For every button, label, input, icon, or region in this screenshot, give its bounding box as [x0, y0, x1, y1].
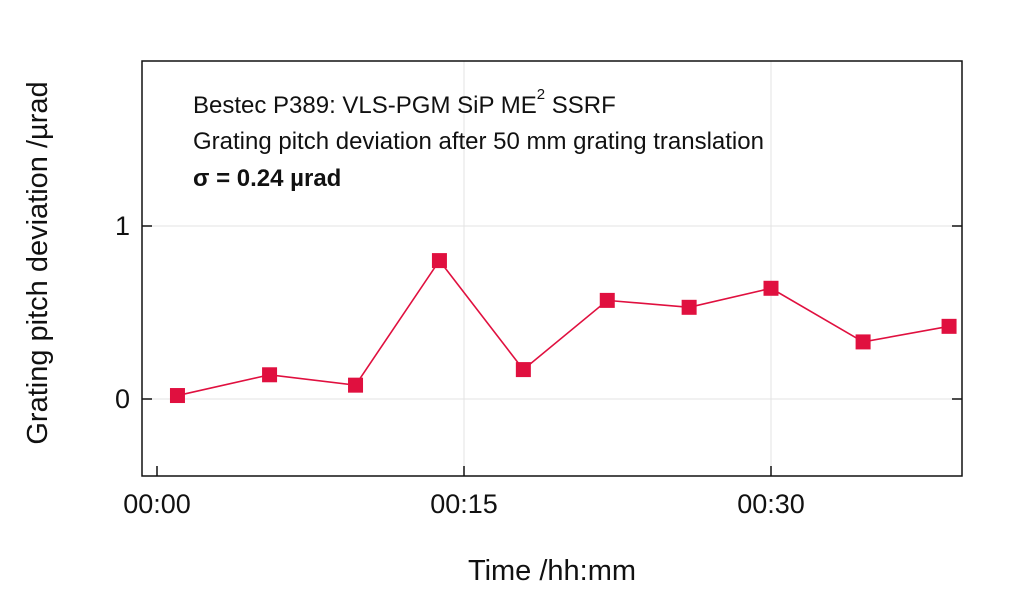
data-point-marker: [348, 377, 364, 393]
x-tick-label: 00:15: [430, 489, 498, 519]
plot-frame: [141, 60, 963, 477]
data-point-marker: [431, 253, 447, 269]
data-point-marker: [855, 334, 871, 350]
annotation-line-2: Grating pitch deviation after 50 mm grat…: [193, 128, 764, 155]
series-layer: [169, 253, 957, 404]
y-axis-title: Grating pitch deviation /µrad: [22, 81, 54, 444]
series-line: [177, 259, 950, 397]
y-tick-label: 0: [115, 384, 130, 414]
data-point-marker: [941, 318, 957, 334]
data-point-marker: [262, 367, 278, 383]
annotation-block: Bestec P389: VLS-PGM SiP ME2 SSRF Gratin…: [193, 86, 764, 192]
axis-ticks: [142, 225, 962, 476]
data-point-marker: [169, 388, 185, 404]
annotation-line-1-superscript: 2: [537, 86, 545, 103]
y-tick-label: 1: [115, 211, 130, 241]
annotation-sigma: σ = 0.24 µrad: [193, 165, 341, 192]
data-point-marker: [515, 362, 531, 378]
annotation-line-1-main: Bestec P389: VLS-PGM SiP ME: [193, 92, 537, 119]
x-tick-label: 00:00: [123, 489, 191, 519]
x-tick-label: 00:30: [737, 489, 805, 519]
grid-lines: [142, 61, 962, 476]
annotation-line-1-tail: SSRF: [545, 92, 616, 119]
x-axis-title: Time /hh:mm: [468, 555, 636, 587]
data-point-marker: [763, 280, 779, 296]
tick-labels: 00:00 00:15 00:30 0 1: [115, 211, 805, 519]
data-point-marker: [599, 292, 615, 308]
annotation-line-1: Bestec P389: VLS-PGM SiP ME2 SSRF: [193, 86, 616, 119]
data-point-marker: [681, 299, 697, 315]
